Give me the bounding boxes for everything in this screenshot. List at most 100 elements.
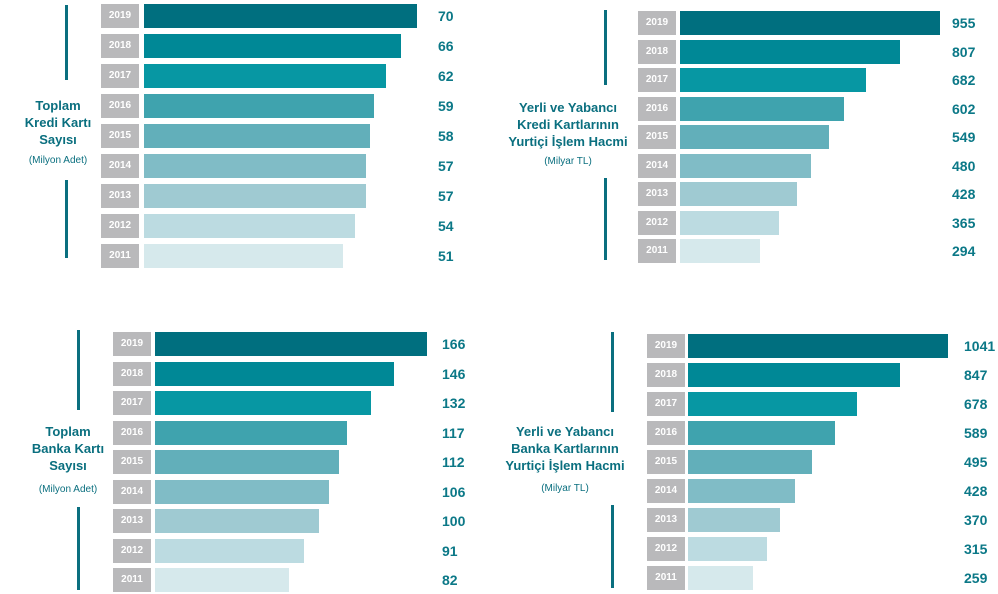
year-label: 2011 [647, 566, 685, 590]
bar [688, 334, 948, 358]
bar [688, 392, 858, 416]
bar [680, 153, 811, 178]
value-label: 59 [438, 98, 454, 114]
divider-line [611, 332, 614, 412]
bar [144, 184, 367, 208]
bar [144, 124, 371, 148]
chart-title: Yerli ve Yabancı [515, 424, 615, 439]
value-label: 57 [438, 188, 454, 204]
bar [144, 154, 367, 178]
value-label: 146 [442, 365, 466, 382]
chart-subtitle: (Milyon Adet) [38, 484, 98, 495]
bar [680, 125, 830, 149]
bar [688, 363, 900, 387]
year-label: 2013 [113, 509, 151, 533]
bar [680, 39, 900, 64]
value-label: 549 [952, 129, 976, 145]
year-label: 2014 [113, 479, 151, 504]
year-label: 2019 [101, 4, 139, 28]
value-label: 294 [952, 243, 976, 259]
bar [680, 68, 866, 92]
year-label: 2016 [638, 96, 676, 121]
bar [688, 421, 836, 445]
value-label: 259 [964, 570, 988, 586]
bar [144, 4, 417, 28]
bar [155, 420, 347, 445]
year-label: 2016 [647, 421, 685, 445]
chart-title: Yurtiçi İşlem Hacmi [508, 134, 628, 149]
year-label: 2018 [113, 361, 151, 386]
year-label: 2012 [638, 210, 676, 235]
year-label: 2012 [113, 538, 151, 563]
value-label: 100 [442, 513, 466, 529]
year-label: 2015 [101, 124, 139, 148]
year-label: 2015 [638, 125, 676, 149]
value-label: 955 [952, 15, 976, 31]
divider-line [65, 180, 68, 258]
year-label: 2013 [101, 184, 139, 208]
divider-line [77, 507, 80, 590]
bar [680, 239, 761, 263]
value-label: 57 [438, 158, 454, 174]
bar [144, 94, 375, 118]
value-label: 847 [964, 367, 988, 383]
year-label: 2018 [638, 39, 676, 64]
value-label: 91 [442, 542, 458, 559]
year-label: 2014 [647, 479, 685, 503]
chart-title: Yerli ve Yabancı [518, 100, 618, 115]
bar [680, 210, 780, 235]
value-label: 106 [442, 483, 466, 500]
year-label: 2013 [638, 182, 676, 206]
chart-title: Kredi Kartlarının [517, 117, 619, 132]
bar [688, 566, 753, 590]
value-label: 166 [442, 336, 466, 352]
bar [680, 182, 797, 206]
value-label: 66 [438, 38, 454, 54]
bar [688, 537, 767, 561]
year-label: 2019 [113, 332, 151, 356]
bar [155, 332, 427, 356]
year-label: 2014 [101, 154, 139, 178]
value-label: 112 [442, 454, 465, 470]
year-label: 2014 [638, 153, 676, 178]
chart-title: Sayısı [39, 132, 77, 147]
value-label: 70 [438, 8, 454, 24]
year-label: 2018 [101, 34, 139, 58]
value-label: 82 [442, 572, 458, 588]
divider-line [611, 505, 614, 588]
value-label: 480 [952, 157, 976, 174]
bar [680, 96, 844, 121]
chart-subtitle: (Milyar TL) [544, 156, 592, 167]
value-label: 682 [952, 72, 976, 88]
value-label: 315 [964, 541, 988, 557]
chart-title: Toplam [45, 424, 91, 439]
bar [155, 361, 395, 386]
divider-line [604, 178, 607, 260]
value-label: 602 [952, 100, 976, 117]
bar [688, 508, 781, 532]
bar [155, 391, 372, 415]
bar [144, 244, 343, 268]
year-label: 2016 [101, 94, 139, 118]
bar [155, 450, 339, 474]
value-label: 807 [952, 43, 976, 60]
bar [155, 509, 319, 533]
chart-title: Kredi Kartı [24, 115, 92, 130]
year-label: 2011 [638, 239, 676, 263]
year-label: 2017 [101, 64, 139, 88]
year-label: 2011 [113, 568, 151, 592]
chart-title: Banka Kartı [31, 441, 105, 456]
year-label: 2019 [638, 11, 676, 35]
bar [155, 568, 290, 592]
chart-title: Yurtiçi İşlem Hacmi [505, 458, 625, 473]
year-label: 2017 [638, 68, 676, 92]
bar [680, 11, 940, 35]
value-label: 132 [442, 395, 466, 411]
divider-line [77, 330, 80, 410]
chart-title: Banka Kartlarının [511, 441, 619, 456]
bar [688, 450, 812, 474]
year-label: 2016 [113, 420, 151, 445]
bar [155, 538, 305, 563]
bar [144, 64, 386, 88]
